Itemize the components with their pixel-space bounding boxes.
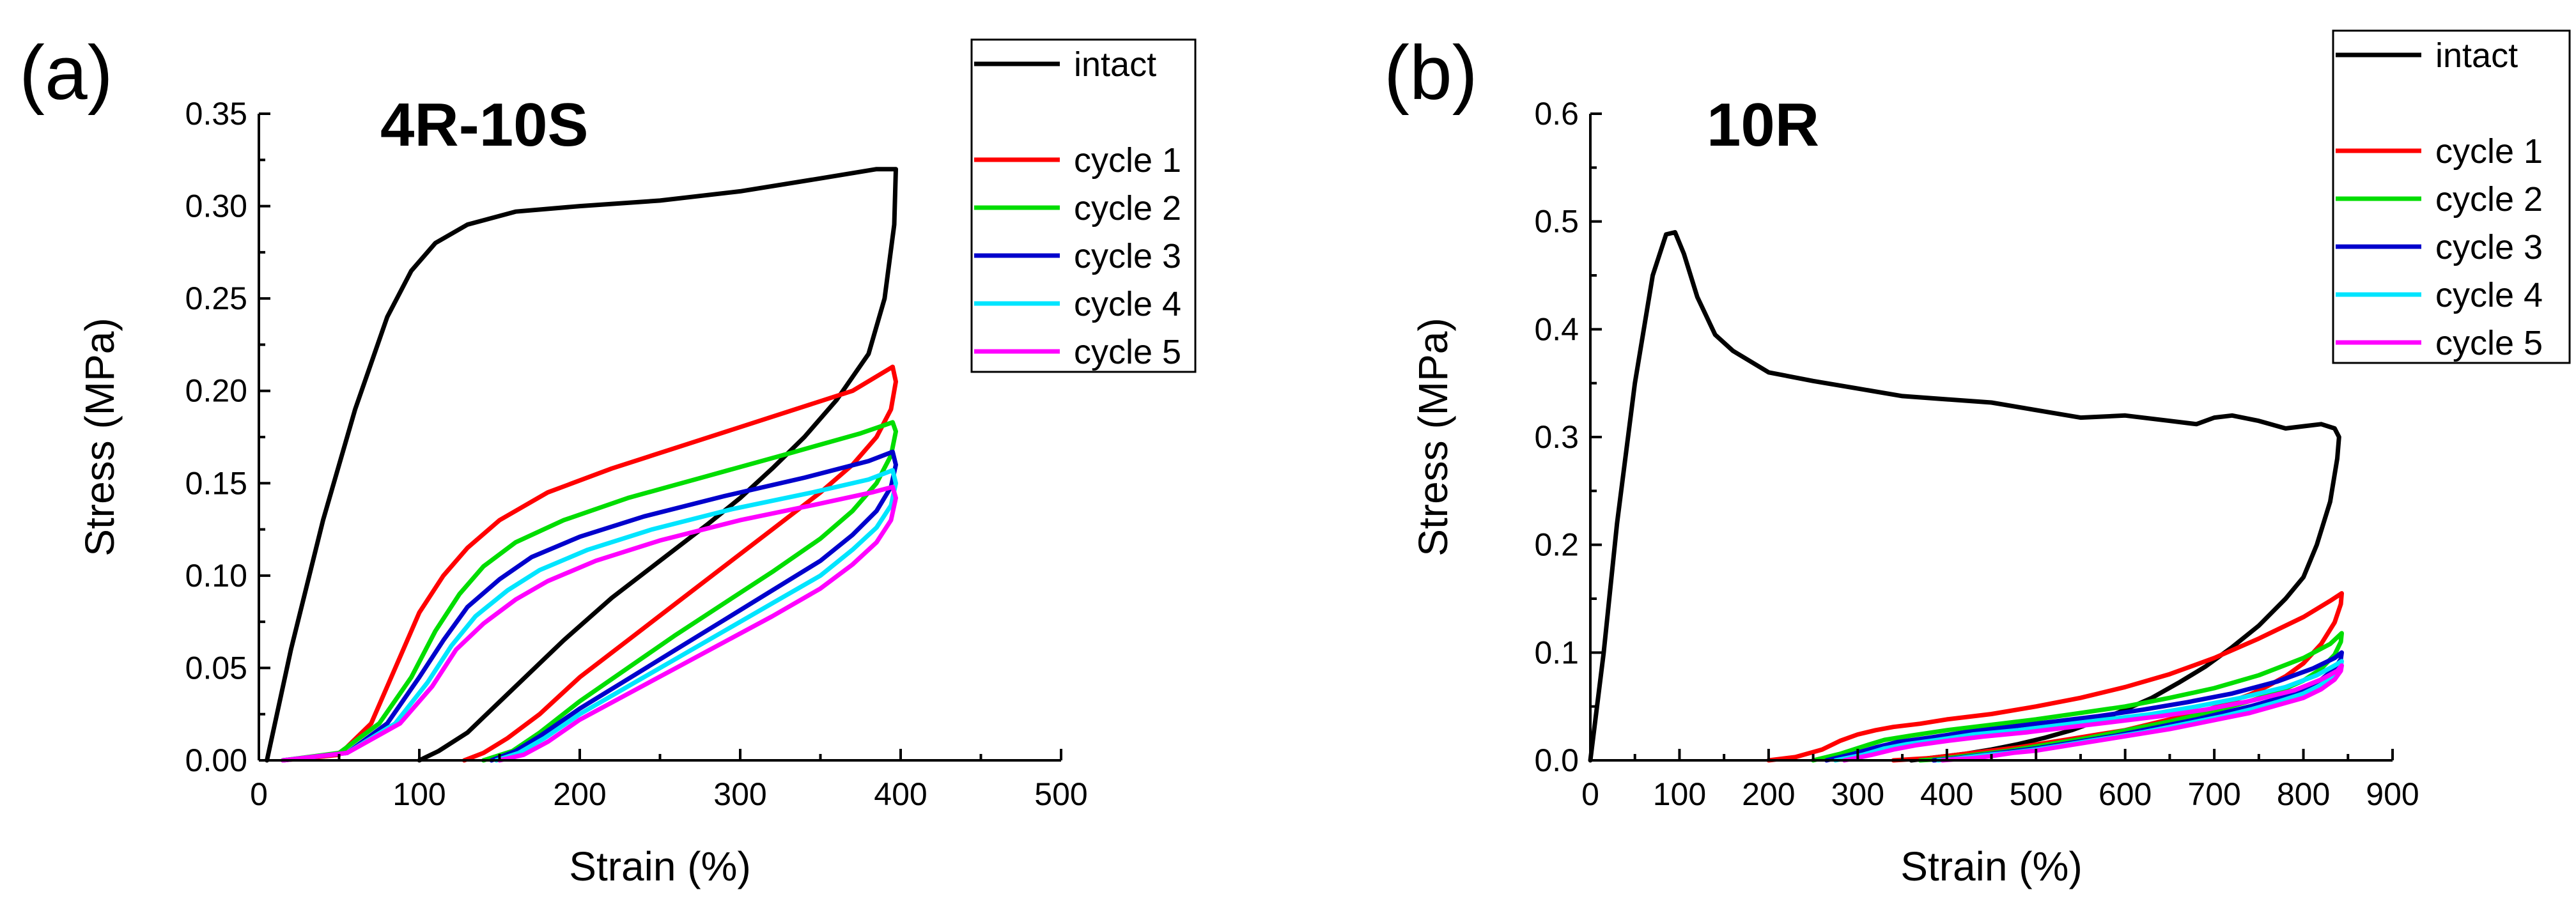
panel-b: (b) 10R 0 100 200 300 400 500 600 700 800 900 0.0 0.1… — [1384, 29, 2571, 889]
x-tick-label: 900 — [2366, 776, 2419, 812]
panel-label: (a) — [19, 30, 113, 116]
y-tick-label: 0.30 — [185, 188, 247, 224]
x-tick-label: 400 — [1920, 776, 1973, 812]
panel-label: (b) — [1384, 30, 1478, 116]
y-tick-label: 0.4 — [1534, 311, 1579, 347]
x-tick-label: 700 — [2187, 776, 2240, 812]
legend-label: cycle 4 — [1074, 285, 1181, 323]
x-tick-label: 500 — [1034, 776, 1087, 812]
y-tick-label: 0.15 — [185, 465, 247, 501]
chart-title: 4R-10S — [380, 91, 589, 159]
legend-label: cycle 1 — [2435, 132, 2543, 171]
y-tick-label: 0.5 — [1534, 204, 1579, 240]
x-tick-label: 200 — [1742, 776, 1795, 812]
x-tick-label: 0 — [250, 776, 268, 812]
x-axis-title: Strain (%) — [569, 843, 751, 889]
series-line-intact — [1588, 230, 2341, 763]
legend-label: cycle 3 — [1074, 237, 1181, 275]
legend-label: cycle 1 — [1074, 141, 1181, 180]
x-axis-title: Strain (%) — [1900, 843, 2083, 889]
series-line-cycle-5 — [281, 484, 898, 763]
legend-label: cycle 2 — [1074, 189, 1181, 227]
x-tick-label: 500 — [2010, 776, 2063, 812]
y-tick-label: 0.35 — [185, 96, 247, 132]
legend-label: cycle 4 — [2435, 276, 2543, 314]
y-tick-label: 0.05 — [185, 650, 247, 686]
y-axis-title: Stress (MPa) — [77, 318, 123, 556]
panel-a: (a) 4R-10S 0 100 200 300 400 500 0.00 0.05 0.10 0.1… — [19, 30, 1197, 889]
legend-label: cycle 5 — [1074, 333, 1181, 371]
series-line-cycle-5 — [1842, 663, 2344, 763]
x-tick-label: 800 — [2277, 776, 2330, 812]
x-tick-label: 600 — [2099, 776, 2152, 812]
x-tick-label: 0 — [1581, 776, 1599, 812]
y-tick-label: 0.0 — [1534, 742, 1579, 778]
legend: intact cycle 1 cycle 2 cycle 3 cycle 4 cycle … — [2332, 29, 2571, 364]
legend-label: intact — [2435, 36, 2518, 75]
series-line-intact — [265, 167, 898, 763]
series-line-cycle-1 — [281, 364, 898, 763]
y-tick-label: 0.10 — [185, 558, 247, 594]
y-tick-label: 0.20 — [185, 373, 247, 409]
series-line-cycle-2 — [281, 420, 898, 763]
legend-label: intact — [1074, 45, 1156, 84]
y-axis-title: Stress (MPa) — [1410, 318, 1456, 556]
x-tick-label: 100 — [1653, 776, 1706, 812]
legend-label: cycle 2 — [2435, 180, 2543, 219]
series-line-cycle-4 — [281, 468, 898, 763]
legend: intact cycle 1 cycle 2 cycle 3 cycle 4 cycle … — [970, 38, 1197, 373]
y-tick-label: 0.3 — [1534, 419, 1579, 455]
y-tick-label: 0.1 — [1534, 634, 1579, 670]
y-tick-label: 0.2 — [1534, 527, 1579, 563]
x-tick-label: 200 — [553, 776, 606, 812]
y-tick-label: 0.00 — [185, 742, 247, 778]
legend-label: cycle 3 — [2435, 228, 2543, 266]
x-tick-label: 300 — [1831, 776, 1884, 812]
chart-title: 10R — [1707, 91, 1819, 159]
y-tick-label: 0.6 — [1534, 96, 1579, 132]
x-tick-label: 300 — [713, 776, 766, 812]
series-line-cycle-3 — [281, 449, 898, 763]
legend-label: cycle 5 — [2435, 324, 2543, 362]
x-tick-label: 400 — [874, 776, 927, 812]
y-tick-label: 0.25 — [185, 280, 247, 316]
x-tick-label: 100 — [392, 776, 446, 812]
